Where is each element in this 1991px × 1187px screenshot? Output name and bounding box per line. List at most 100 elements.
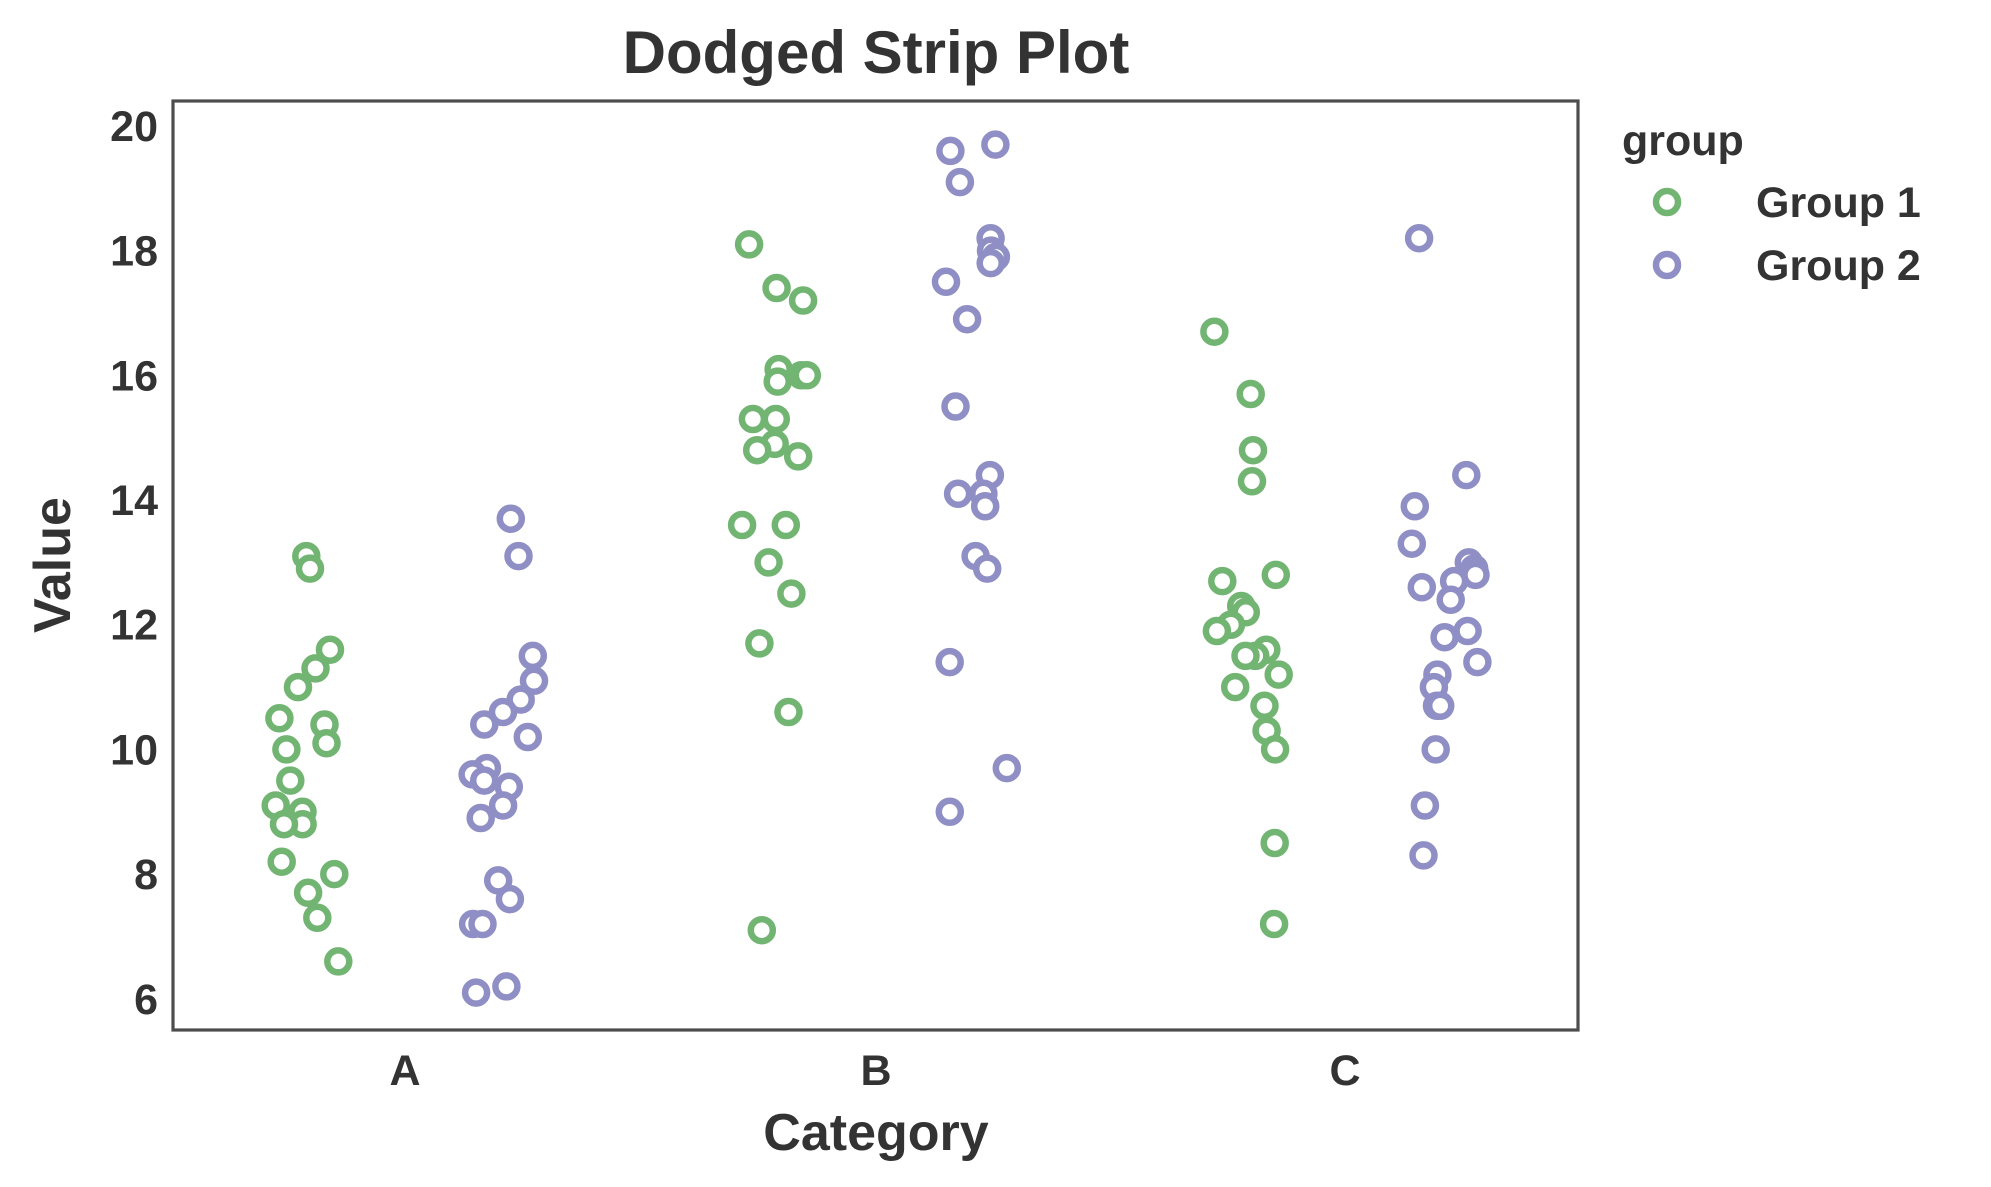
data-point xyxy=(1231,641,1260,671)
data-point xyxy=(1409,841,1438,870)
y-axis-ticks: 6 8 10 12 14 16 18 20 xyxy=(110,103,158,1024)
plot-frame xyxy=(171,99,1580,1032)
data-point xyxy=(320,859,349,889)
data-point xyxy=(488,697,518,727)
legend-title: group xyxy=(1622,117,1744,165)
data-point xyxy=(469,766,499,795)
data-point xyxy=(788,286,818,315)
data-point xyxy=(1404,223,1434,253)
data-point xyxy=(504,541,533,571)
data-point xyxy=(1410,791,1440,820)
data-point xyxy=(936,136,965,166)
data-point xyxy=(972,554,1002,583)
data-point xyxy=(1430,622,1459,652)
data-point xyxy=(777,579,806,608)
data-point xyxy=(1397,529,1427,558)
data-point xyxy=(1400,492,1430,521)
data-point xyxy=(461,978,491,1007)
data-point xyxy=(981,130,1010,159)
x-tick-label: B xyxy=(860,1047,891,1095)
data-point xyxy=(1261,560,1291,590)
data-point xyxy=(293,878,323,908)
data-point xyxy=(1260,735,1290,764)
y-tick-label: 12 xyxy=(110,602,158,650)
y-tick-label: 14 xyxy=(110,477,158,525)
data-point xyxy=(276,766,305,795)
x-tick-label: C xyxy=(1329,1047,1360,1095)
data-point xyxy=(324,947,353,976)
data-point xyxy=(1220,672,1250,702)
data-point xyxy=(1425,691,1455,721)
data-point xyxy=(1208,566,1237,596)
data-point xyxy=(272,735,301,764)
data-point xyxy=(763,367,792,396)
data-point xyxy=(495,884,525,914)
data-point xyxy=(738,404,768,434)
legend-marker xyxy=(1652,250,1682,280)
data-point xyxy=(943,479,973,509)
data-point xyxy=(1436,585,1465,615)
data-point xyxy=(1237,467,1267,496)
y-tick-label: 20 xyxy=(110,103,158,151)
data-point xyxy=(1421,735,1450,764)
data-point xyxy=(970,492,1000,521)
x-tick-label: A xyxy=(389,1047,420,1095)
data-point xyxy=(1407,573,1437,602)
data-point xyxy=(283,672,313,702)
data-point xyxy=(734,230,764,259)
data-point xyxy=(1259,909,1289,939)
data-point xyxy=(513,722,543,752)
y-tick-label: 10 xyxy=(110,726,158,774)
data-point xyxy=(745,629,774,658)
data-point xyxy=(269,809,299,839)
y-tick-label: 8 xyxy=(134,851,158,899)
data-point xyxy=(754,548,783,577)
data-point xyxy=(1463,647,1492,677)
legend: group Group 1 Group 2 xyxy=(1622,117,1921,290)
data-point xyxy=(470,710,499,739)
data-point xyxy=(1264,660,1293,689)
data-point xyxy=(1453,616,1482,646)
data-point xyxy=(935,647,964,677)
legend-marker xyxy=(1652,187,1682,217)
data-point xyxy=(941,392,970,421)
data-point xyxy=(1260,828,1289,858)
data-point xyxy=(265,704,294,733)
data-point xyxy=(267,847,296,876)
data-point xyxy=(931,267,961,297)
data-point xyxy=(468,909,497,939)
data-point xyxy=(466,803,495,833)
data-point xyxy=(1238,435,1268,465)
legend-label: Group 2 xyxy=(1756,242,1921,290)
data-point xyxy=(519,666,549,696)
data-point xyxy=(761,404,791,434)
data-point xyxy=(492,972,521,1001)
data-point xyxy=(727,510,757,540)
y-axis-label: Value xyxy=(24,497,82,633)
y-tick-label: 16 xyxy=(110,352,158,400)
data-point xyxy=(315,635,345,664)
data-point xyxy=(945,167,975,197)
data-point xyxy=(762,273,791,303)
data-point xyxy=(301,654,330,683)
data-point xyxy=(1452,460,1481,490)
data-point xyxy=(488,791,518,820)
data-point xyxy=(303,903,332,933)
y-tick-label: 18 xyxy=(110,228,158,276)
data-point xyxy=(312,728,341,758)
data-point xyxy=(1236,379,1265,409)
data-point xyxy=(771,510,801,540)
data-point xyxy=(992,753,1022,783)
data-point xyxy=(496,504,526,533)
data-point xyxy=(1200,317,1229,346)
data-point xyxy=(935,797,965,827)
data-point xyxy=(792,361,822,390)
y-tick-label: 6 xyxy=(134,976,158,1024)
data-point xyxy=(742,435,772,465)
x-axis-ticks: A B C xyxy=(389,1047,1360,1095)
data-point xyxy=(295,554,325,583)
chart-title: Dodged Strip Plot xyxy=(623,19,1130,86)
legend-label: Group 1 xyxy=(1756,179,1921,227)
